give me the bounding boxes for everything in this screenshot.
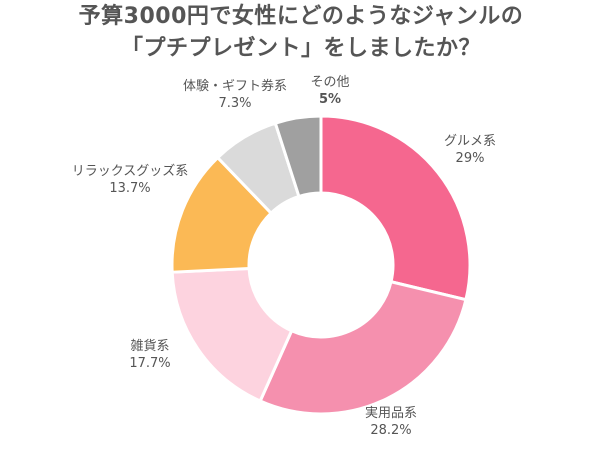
slice-label-name: その他	[310, 75, 350, 90]
chart-title-line-1: 予算3000円で女性にどのようなジャンルの	[78, 4, 524, 29]
slice-practical	[258, 280, 468, 416]
slice-label-value: 29%	[455, 151, 485, 166]
slice-gourmet	[319, 114, 472, 302]
slice-label-name: グルメ系	[443, 134, 496, 149]
slice-label-gourmet: グルメ系 29%	[425, 133, 515, 167]
slice-label-value: 13.7%	[109, 181, 151, 196]
slice-other	[273, 114, 323, 198]
slice-label-value: 7.3%	[218, 96, 252, 111]
slice-label-goods: 雑貨系 17.7%	[110, 338, 190, 372]
slice-goods	[170, 266, 294, 403]
slice-label-other: その他 5%	[300, 74, 360, 108]
slice-label-name: 実用品系	[364, 406, 417, 421]
chart-title-line-2: 「プチプレゼント」をしましたか？	[120, 36, 481, 61]
slice-label-experience: 体験・ギフト券系 7.3%	[170, 78, 300, 112]
slice-label-relax: リラックスグッズ系 13.7%	[60, 163, 200, 197]
slice-label-value: 5%	[318, 92, 342, 107]
slice-label-value: 28.2%	[370, 423, 412, 438]
slice-label-name: 体験・ギフト券系	[182, 79, 287, 94]
slice-label-value: 17.7%	[129, 356, 171, 371]
slice-label-name: 雑貨系	[130, 339, 170, 354]
slice-label-practical: 実用品系 28.2%	[346, 405, 436, 439]
slice-label-name: リラックスグッズ系	[71, 164, 189, 179]
